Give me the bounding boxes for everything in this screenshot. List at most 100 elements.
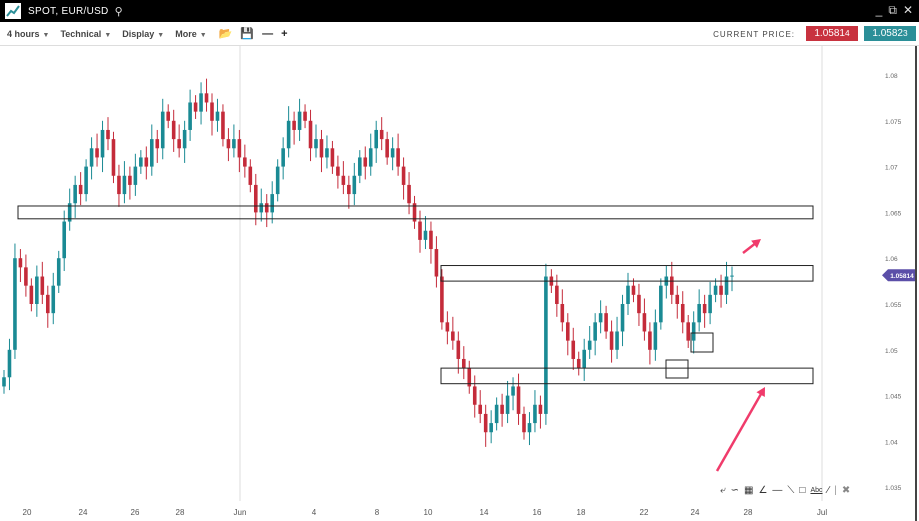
timeframe-dropdown[interactable]: 4 hours ▼ [7,29,49,39]
x-tick-label: 24 [79,508,88,517]
candle-body [418,221,422,240]
candle-body [697,304,701,323]
zoom-out-icon[interactable]: — [262,27,274,40]
candle [149,124,154,176]
candle [221,104,225,147]
candle-body [171,120,176,140]
candle [637,283,641,326]
trend-line-icon[interactable]: ⟍ [787,485,795,496]
highlight-box [690,332,714,353]
candle-body [155,139,160,149]
candle [341,161,346,195]
save-icon[interactable]: 💾 [240,28,255,40]
candle [78,172,83,206]
candle-body [352,175,357,195]
fibonacci-icon[interactable]: ▦ [744,485,754,496]
x-tick-label: 22 [640,508,649,517]
ray-icon[interactable]: ∕ [827,485,830,496]
candle [467,360,472,394]
candle-body [429,230,433,250]
candle-body [691,322,696,341]
candle [724,261,729,304]
candle [117,164,121,207]
y-tick-label: 1.07 [885,165,898,172]
x-tick-label: Jun [234,508,247,517]
candle [434,236,439,288]
candle [275,159,280,202]
rectangle-icon[interactable]: □ [799,485,806,496]
sell-price-button[interactable]: 1.05814 [806,26,858,41]
zoom-in-icon[interactable]: + [281,27,288,40]
candle [686,314,691,348]
candle [571,327,576,370]
candle [314,124,318,158]
candle [626,272,630,315]
candle-body [226,139,231,149]
candle-body [73,184,77,204]
candle [522,406,526,440]
candle [237,129,242,173]
more-dropdown[interactable]: More ▼ [175,29,206,39]
candle [73,175,77,218]
candle-body [472,386,477,405]
candle-body [669,276,674,295]
folder-open-icon[interactable]: 📂 [218,28,233,40]
candle [292,111,296,145]
arrow-icon[interactable]: ⤶ [720,485,726,496]
close-icon[interactable]: ✕ [902,3,913,17]
curve-icon[interactable]: ∽ [730,485,739,496]
chevron-down-icon: ▼ [199,31,207,39]
candle [516,373,521,425]
candle [642,298,647,341]
current-price-marker [882,269,915,282]
display-dropdown[interactable]: Display ▼ [122,29,164,39]
candle [407,172,411,215]
candle [122,161,127,204]
drawing-toolbar: ⤶ ∽ ▦ ∠ — ⟍ □ Abc ∕ | ✖ [720,485,850,496]
chevron-down-icon: ▼ [42,31,50,39]
price-chart[interactable]: 1.08 1.075 1.07 1.065 1.06 1.055 1.05 1.045 1.04… [0,46,919,521]
candle-body [204,93,209,103]
candle-body [511,386,515,396]
candle-body [434,249,439,277]
candle [106,117,110,151]
candle-body [139,157,143,167]
delete-icon[interactable]: ✖ [841,485,851,496]
fan-icon[interactable]: ∠ [758,485,768,496]
candle-body [292,120,296,130]
technical-label: Technical [60,28,102,39]
candle-body [456,340,461,359]
candle-body [347,184,351,195]
candle-body [286,120,291,149]
buy-price-button[interactable]: 1.05823 [864,26,916,41]
candle-body [193,102,198,112]
candle [182,120,187,163]
app-logo-icon [5,3,21,19]
candle-body [576,358,581,369]
technical-dropdown[interactable]: Technical ▼ [60,29,111,39]
candle [719,274,723,308]
candle [67,188,72,231]
candle-body [374,129,379,149]
search-icon[interactable]: ⚲ [114,5,123,18]
candle-body [297,111,302,130]
candle [598,300,603,334]
candle [45,285,50,328]
candle [89,137,94,180]
y-tick-label: 1.05 [885,348,898,355]
candle-body [527,423,532,433]
restore-icon[interactable]: ⧉ [888,3,897,17]
minimize-icon[interactable]: _ [875,3,883,17]
candle [604,305,608,339]
text-icon[interactable]: Abc [810,487,823,494]
sell-pip: 4 [844,28,850,38]
candle [188,89,192,141]
candle-body [461,358,466,369]
horizontal-line-icon[interactable]: — [772,485,783,496]
candle [303,104,307,129]
candle [368,133,373,176]
candle [461,346,466,380]
candle [51,272,56,325]
candle-body [620,304,625,332]
chevron-down-icon: ▼ [104,31,112,39]
